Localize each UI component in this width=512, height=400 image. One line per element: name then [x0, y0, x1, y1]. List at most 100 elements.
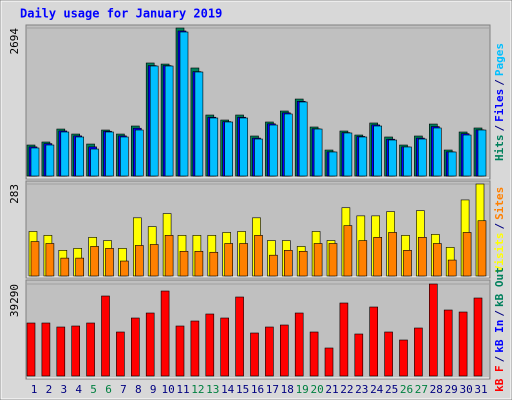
bar: [60, 257, 70, 277]
x-tick-label: 22: [340, 383, 353, 396]
bar: [105, 131, 114, 177]
x-tick-label: 19: [296, 383, 309, 396]
bar: [447, 259, 457, 277]
y-tick-label: 2694: [8, 28, 21, 55]
bar: [164, 65, 174, 177]
legend-entry: kB Out: [493, 267, 506, 307]
bar: [477, 220, 487, 277]
x-tick-label: 5: [90, 383, 97, 396]
x-tick-label: 20: [310, 383, 323, 396]
x-tick-label: 30: [459, 383, 472, 396]
x-tick-label: 28: [430, 383, 443, 396]
bar: [60, 131, 70, 177]
x-tick-label: 1: [31, 383, 38, 396]
bar: [279, 324, 289, 377]
x-tick-label: 7: [120, 383, 127, 396]
bar: [86, 322, 95, 377]
bar: [120, 136, 129, 177]
bar: [418, 237, 427, 277]
x-tick-label: 17: [266, 383, 279, 396]
bar: [250, 332, 259, 377]
bar: [179, 250, 189, 277]
bar: [75, 257, 84, 277]
chart-title: Daily usage for January 2019: [20, 7, 222, 21]
bar: [164, 235, 174, 277]
bar: [71, 325, 80, 377]
legend: Hits / Files / Pages: [493, 43, 506, 161]
legend: Visits / Sites: [493, 187, 506, 273]
bar: [309, 331, 319, 377]
bar: [179, 31, 189, 177]
bar: [254, 235, 263, 277]
bar: [45, 144, 55, 177]
y-tick-label: 283: [8, 184, 21, 204]
bar: [462, 232, 472, 277]
x-tick-label: 14: [221, 383, 235, 396]
bar: [373, 237, 383, 277]
bar: [313, 128, 323, 177]
x-tick-label: 21: [325, 383, 338, 396]
legend-entry: Sites: [493, 187, 506, 220]
bar: [101, 295, 110, 377]
legend-separator: /: [493, 223, 506, 230]
bar: [298, 101, 308, 177]
bar: [428, 283, 438, 377]
bar: [30, 147, 40, 177]
bar: [343, 132, 353, 177]
bar: [328, 151, 338, 177]
bar: [135, 245, 144, 277]
bar: [447, 151, 457, 177]
bar: [313, 243, 323, 277]
bar: [56, 326, 66, 377]
legend-separator: /: [493, 125, 506, 132]
bar: [324, 347, 334, 377]
x-tick-label: 23: [355, 383, 368, 396]
legend-entry: Pages: [493, 43, 506, 76]
bar: [149, 65, 159, 177]
bar: [399, 339, 408, 377]
bar: [26, 322, 36, 377]
x-tick-label: 29: [445, 383, 458, 396]
x-tick-label: 26: [400, 383, 413, 396]
bar: [384, 331, 393, 377]
bar: [343, 225, 353, 277]
bar: [45, 243, 55, 277]
x-tick-label: 2: [46, 383, 53, 396]
bar: [220, 317, 229, 377]
x-tick-label: 8: [135, 383, 142, 396]
bar: [477, 129, 487, 177]
legend: kB F / kB In / kB Out: [493, 267, 506, 392]
bar: [135, 129, 144, 177]
bar: [116, 331, 125, 377]
bar: [90, 246, 99, 277]
x-tick-label: 16: [251, 383, 264, 396]
legend-separator: /: [493, 79, 506, 86]
bar: [283, 113, 293, 177]
x-tick-label: 3: [60, 383, 67, 396]
legend-separator: /: [493, 310, 506, 317]
bar: [358, 240, 368, 277]
bar: [75, 136, 84, 177]
bar: [224, 243, 233, 277]
bar: [160, 290, 170, 377]
bar: [283, 250, 293, 277]
bar: [369, 306, 379, 377]
x-tick-label: 25: [385, 383, 398, 396]
bar: [373, 125, 383, 177]
legend-entry: Hits: [493, 135, 506, 162]
bar: [462, 134, 472, 177]
bar: [239, 243, 248, 277]
bar: [403, 146, 412, 177]
bar: [443, 309, 453, 377]
bar: [473, 297, 483, 377]
x-tick-label: 13: [206, 383, 219, 396]
x-tick-label: 6: [105, 383, 112, 396]
y-tick-label: 39290: [8, 284, 21, 317]
bar: [358, 136, 368, 177]
bar: [339, 302, 349, 377]
bar: [432, 243, 442, 277]
legend-entry: Visits: [493, 233, 506, 273]
bar: [190, 320, 200, 377]
